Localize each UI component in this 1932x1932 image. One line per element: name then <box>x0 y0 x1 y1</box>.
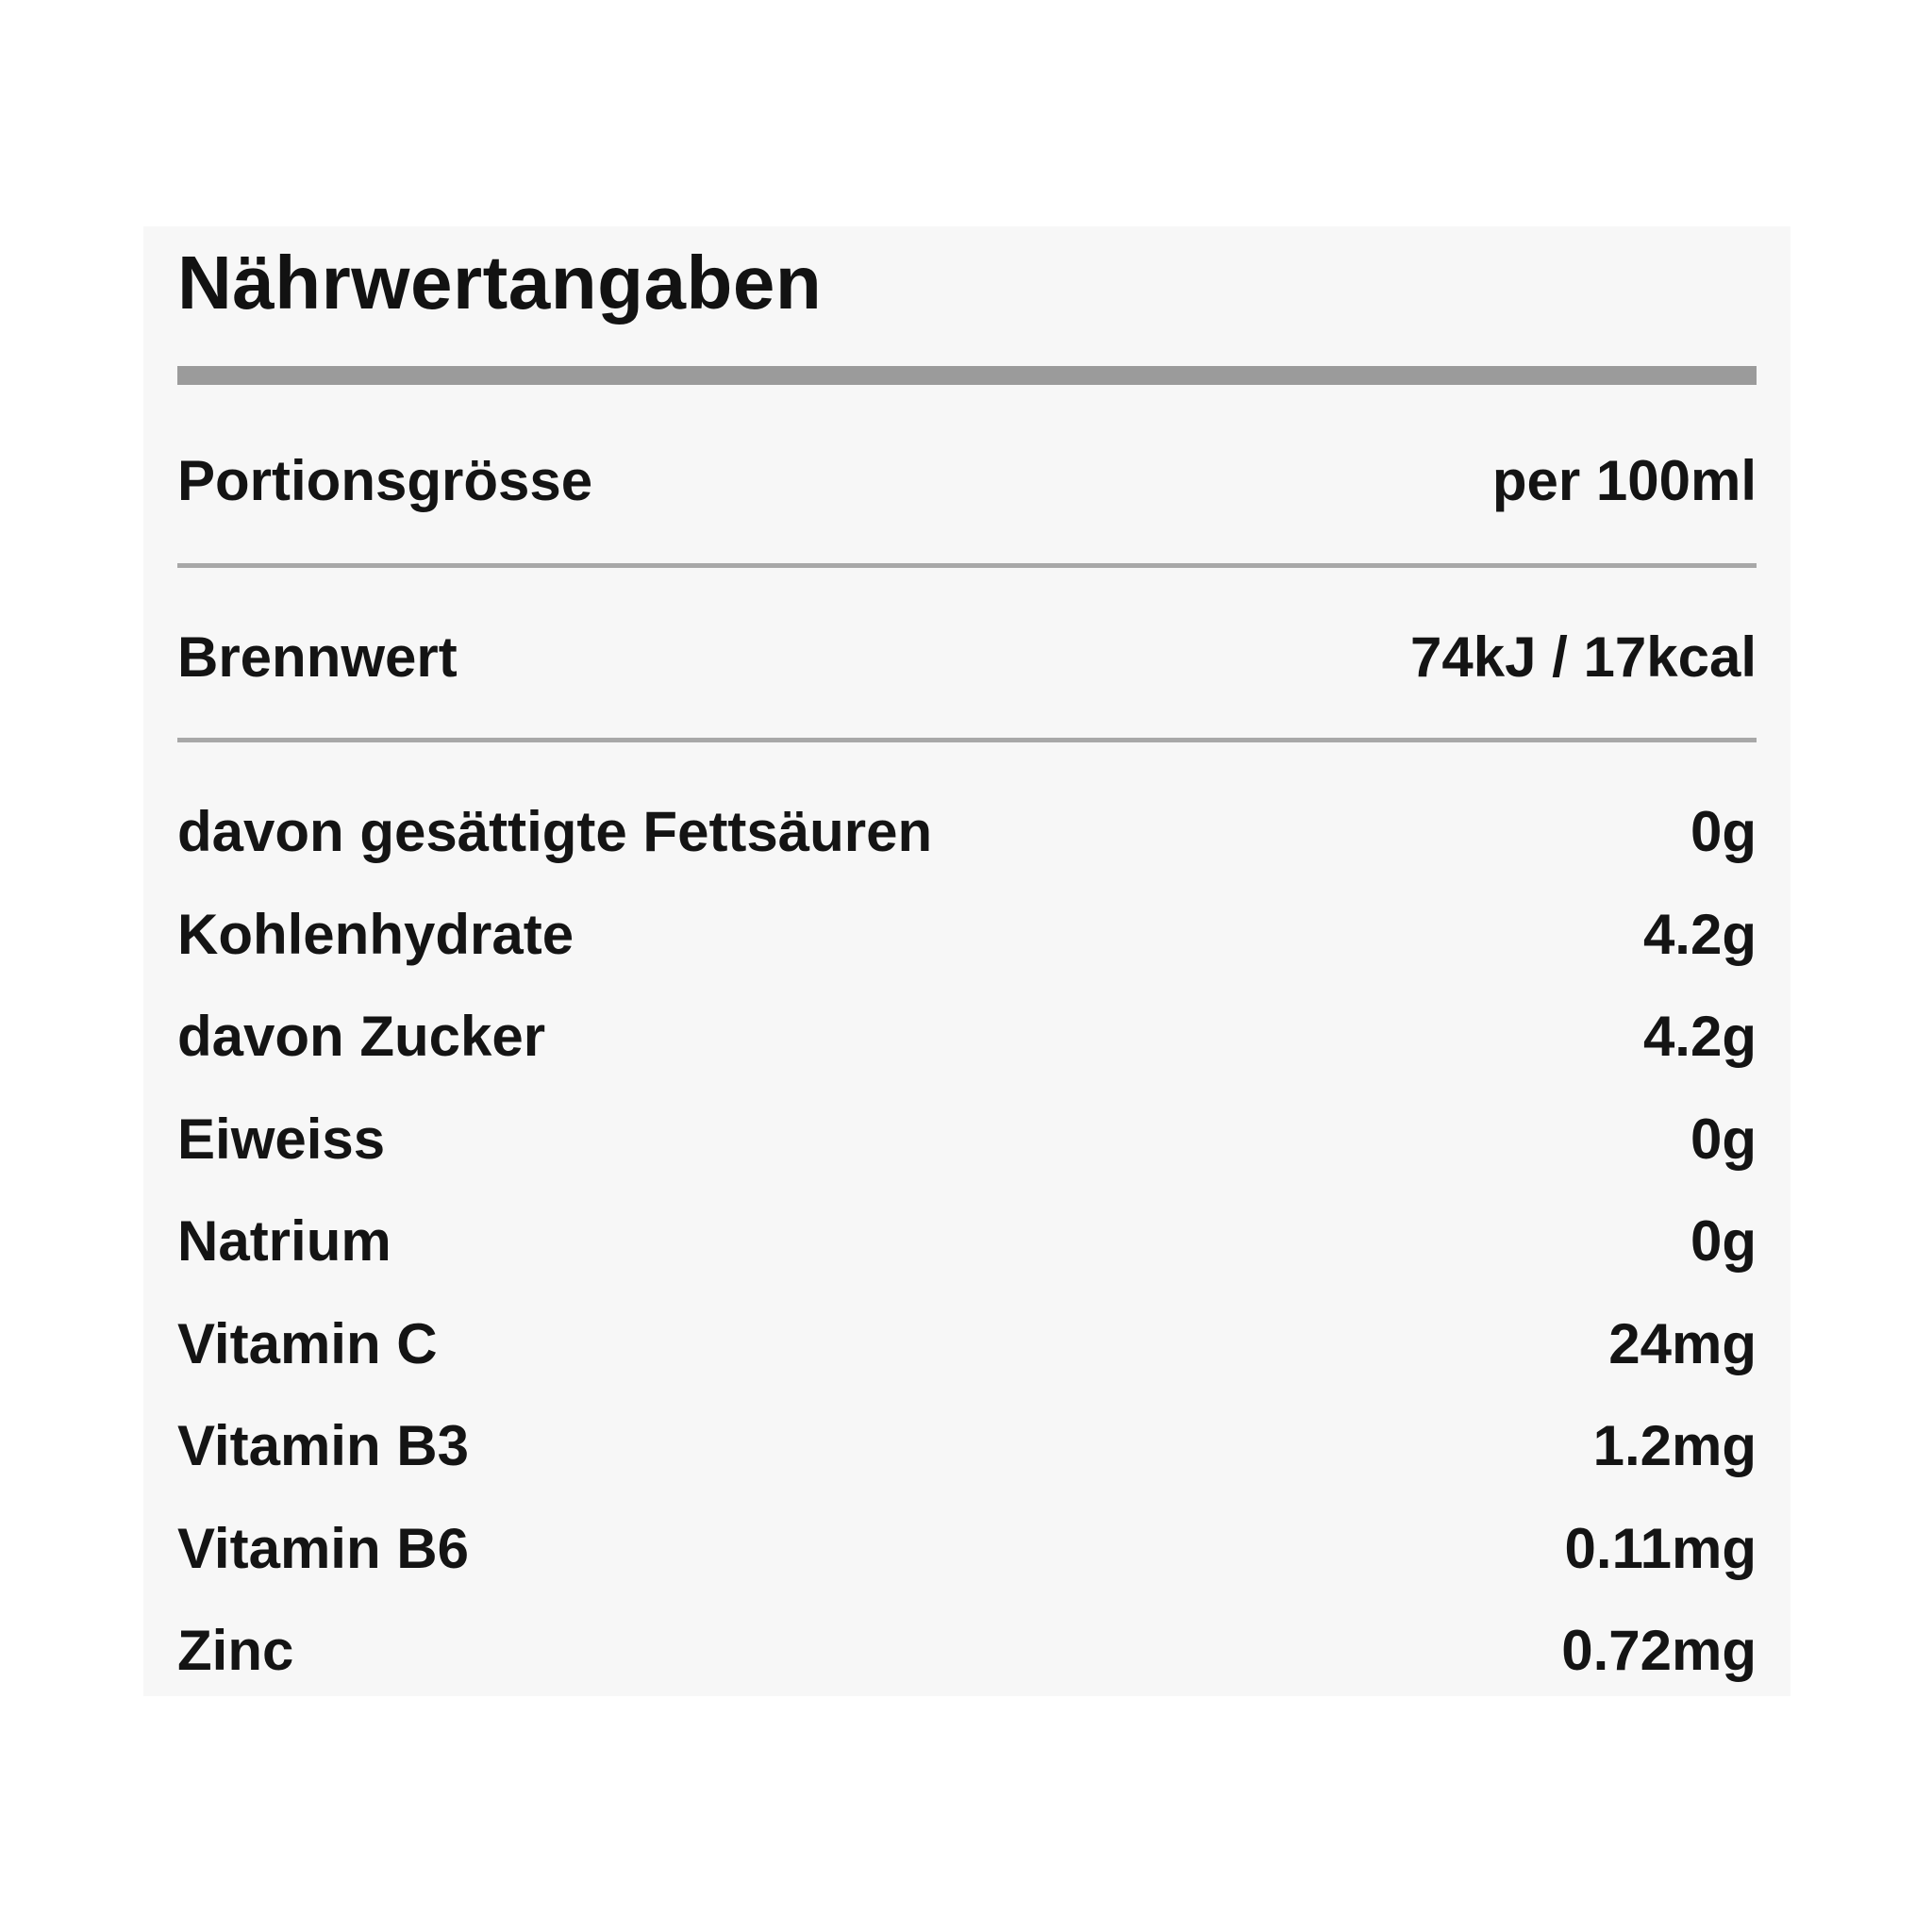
energy-value: 74kJ / 17kcal <box>1409 625 1757 689</box>
nutrient-label: davon Zucker <box>177 1005 546 1069</box>
nutrition-title: Nährwertangaben <box>177 241 823 325</box>
nutrient-label: davon gesättigte Fettsäuren <box>177 800 933 864</box>
energy-divider <box>177 738 1757 742</box>
nutrition-facts-card: Nährwertangaben Portionsgrösse per 100ml… <box>143 226 1790 1696</box>
serving-size-value: per 100ml <box>1491 448 1757 512</box>
serving-size-label: Portionsgrösse <box>177 448 593 512</box>
energy-row: Brennwert 74kJ / 17kcal <box>177 568 1757 738</box>
table-row-protein: Eiweiss 0g <box>177 1089 1757 1191</box>
table-row-vitamin-c: Vitamin C 24mg <box>177 1293 1757 1396</box>
table-row-vitamin-b3: Vitamin B3 1.2mg <box>177 1395 1757 1498</box>
table-row-sodium: Natrium 0g <box>177 1191 1757 1293</box>
nutrient-label: Natrium <box>177 1209 391 1274</box>
nutrient-label: Vitamin B6 <box>177 1516 469 1580</box>
nutrient-label: Kohlenhydrate <box>177 902 575 966</box>
nutrient-value: 0g <box>1690 1209 1757 1274</box>
nutrient-value: 0g <box>1690 800 1757 864</box>
nutrient-value: 0.72mg <box>1561 1619 1757 1683</box>
nutrient-value: 0.11mg <box>1564 1516 1757 1580</box>
nutrient-value: 1.2mg <box>1592 1414 1757 1478</box>
serving-size-row: Portionsgrösse per 100ml <box>177 385 1757 563</box>
nutrient-label: Vitamin C <box>177 1311 438 1375</box>
table-row-vitamin-b6: Vitamin B6 0.11mg <box>177 1498 1757 1601</box>
table-row-carbohydrates: Kohlenhydrate 4.2g <box>177 884 1757 987</box>
energy-label: Brennwert <box>177 625 458 689</box>
nutrient-rows: davon gesättigte Fettsäuren 0g Kohlenhyd… <box>177 781 1757 1696</box>
nutrient-label: Vitamin B3 <box>177 1414 469 1478</box>
title-divider-bar <box>177 366 1757 385</box>
nutrient-label: Zinc <box>177 1619 294 1683</box>
table-row-saturated-fat: davon gesättigte Fettsäuren 0g <box>177 781 1757 884</box>
nutrient-value: 0g <box>1690 1107 1757 1171</box>
nutrient-label: Eiweiss <box>177 1107 386 1171</box>
nutrient-value: 24mg <box>1608 1311 1757 1375</box>
table-row-sugars: davon Zucker 4.2g <box>177 986 1757 1089</box>
nutrient-value: 4.2g <box>1642 1005 1757 1069</box>
nutrient-value: 4.2g <box>1642 902 1757 966</box>
table-row-zinc: Zinc 0.72mg <box>177 1600 1757 1696</box>
serving-divider <box>177 563 1757 568</box>
